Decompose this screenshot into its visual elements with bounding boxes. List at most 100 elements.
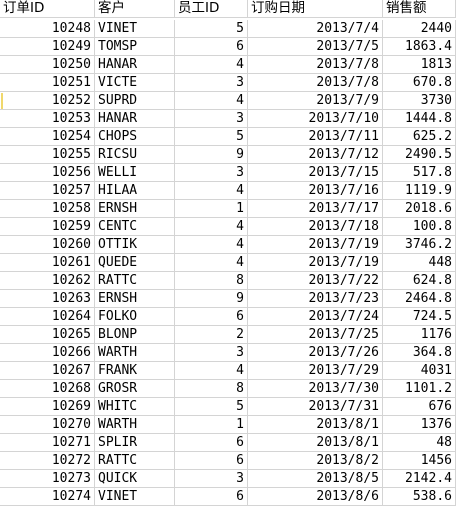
- cell-customer[interactable]: SPLIR: [95, 434, 175, 451]
- cell-order-id[interactable]: 10250: [0, 56, 95, 73]
- cell-customer[interactable]: BLONP: [95, 326, 175, 343]
- cell-order-id[interactable]: 10252: [0, 92, 95, 109]
- cell-employee-id[interactable]: 4: [175, 92, 248, 109]
- cell-order-id[interactable]: 10271: [0, 434, 95, 451]
- cell-order-id[interactable]: 10262: [0, 272, 95, 289]
- cell-sales[interactable]: 2142.4: [383, 470, 456, 487]
- cell-employee-id[interactable]: 3: [175, 74, 248, 91]
- cell-order-id[interactable]: 10248: [0, 20, 95, 37]
- cell-order-date[interactable]: 2013/7/17: [248, 200, 383, 217]
- cell-order-date[interactable]: 2013/7/18: [248, 218, 383, 235]
- cell-employee-id[interactable]: 8: [175, 380, 248, 397]
- cell-customer[interactable]: ERNSH: [95, 290, 175, 307]
- cell-sales[interactable]: 4031: [383, 362, 456, 379]
- cell-order-id[interactable]: 10251: [0, 74, 95, 91]
- cell-order-date[interactable]: 2013/7/8: [248, 74, 383, 91]
- cell-order-date[interactable]: 2013/7/31: [248, 398, 383, 415]
- cell-customer[interactable]: WARTH: [95, 344, 175, 361]
- cell-employee-id[interactable]: 3: [175, 470, 248, 487]
- cell-order-id[interactable]: 10268: [0, 380, 95, 397]
- cell-employee-id[interactable]: 6: [175, 434, 248, 451]
- cell-order-id[interactable]: 10249: [0, 38, 95, 55]
- cell-sales[interactable]: 517.8: [383, 164, 456, 181]
- cell-sales[interactable]: 100.8: [383, 218, 456, 235]
- cell-order-id[interactable]: 10270: [0, 416, 95, 433]
- cell-sales[interactable]: 670.8: [383, 74, 456, 91]
- header-customer[interactable]: 客户: [95, 0, 175, 17]
- cell-employee-id[interactable]: 6: [175, 308, 248, 325]
- cell-order-id[interactable]: 10261: [0, 254, 95, 271]
- cell-sales[interactable]: 624.8: [383, 272, 456, 289]
- cell-employee-id[interactable]: 6: [175, 38, 248, 55]
- cell-employee-id[interactable]: 4: [175, 254, 248, 271]
- cell-customer[interactable]: CHOPS: [95, 128, 175, 145]
- cell-order-id[interactable]: 10256: [0, 164, 95, 181]
- cell-order-date[interactable]: 2013/7/10: [248, 110, 383, 127]
- cell-customer[interactable]: QUEDE: [95, 254, 175, 271]
- cell-customer[interactable]: SUPRD: [95, 92, 175, 109]
- cell-employee-id[interactable]: 3: [175, 164, 248, 181]
- cell-order-date[interactable]: 2013/7/25: [248, 326, 383, 343]
- cell-order-date[interactable]: 2013/7/15: [248, 164, 383, 181]
- cell-sales[interactable]: 2464.8: [383, 290, 456, 307]
- cell-order-date[interactable]: 2013/7/16: [248, 182, 383, 199]
- cell-order-date[interactable]: 2013/8/1: [248, 416, 383, 433]
- cell-sales[interactable]: 676: [383, 398, 456, 415]
- cell-employee-id[interactable]: 5: [175, 128, 248, 145]
- cell-employee-id[interactable]: 5: [175, 398, 248, 415]
- cell-sales[interactable]: 538.6: [383, 488, 456, 505]
- cell-order-id[interactable]: 10265: [0, 326, 95, 343]
- cell-employee-id[interactable]: 1: [175, 200, 248, 217]
- cell-employee-id[interactable]: 5: [175, 20, 248, 37]
- cell-employee-id[interactable]: 9: [175, 290, 248, 307]
- header-employee-id[interactable]: 员工ID: [175, 0, 248, 17]
- cell-order-date[interactable]: 2013/7/30: [248, 380, 383, 397]
- cell-order-id[interactable]: 10264: [0, 308, 95, 325]
- cell-sales[interactable]: 1119.9: [383, 182, 456, 199]
- cell-customer[interactable]: VINET: [95, 488, 175, 505]
- cell-order-date[interactable]: 2013/7/26: [248, 344, 383, 361]
- cell-order-id[interactable]: 10269: [0, 398, 95, 415]
- cell-sales[interactable]: 364.8: [383, 344, 456, 361]
- cell-order-id[interactable]: 10266: [0, 344, 95, 361]
- cell-order-id[interactable]: 10254: [0, 128, 95, 145]
- cell-customer[interactable]: VICTE: [95, 74, 175, 91]
- cell-order-date[interactable]: 2013/7/22: [248, 272, 383, 289]
- cell-order-id[interactable]: 10253: [0, 110, 95, 127]
- cell-employee-id[interactable]: 9: [175, 146, 248, 163]
- header-order-id[interactable]: 订单ID: [0, 0, 95, 17]
- cell-customer[interactable]: HANAR: [95, 56, 175, 73]
- cell-employee-id[interactable]: 4: [175, 182, 248, 199]
- cell-employee-id[interactable]: 4: [175, 218, 248, 235]
- cell-customer[interactable]: GROSR: [95, 380, 175, 397]
- cell-sales[interactable]: 3730: [383, 92, 456, 109]
- cell-order-date[interactable]: 2013/7/19: [248, 254, 383, 271]
- cell-order-date[interactable]: 2013/8/1: [248, 434, 383, 451]
- cell-employee-id[interactable]: 2: [175, 326, 248, 343]
- cell-order-id[interactable]: 10272: [0, 452, 95, 469]
- cell-order-date[interactable]: 2013/7/24: [248, 308, 383, 325]
- cell-order-id[interactable]: 10274: [0, 488, 95, 505]
- cell-order-date[interactable]: 2013/7/23: [248, 290, 383, 307]
- cell-sales[interactable]: 1101.2: [383, 380, 456, 397]
- cell-sales[interactable]: 448: [383, 254, 456, 271]
- cell-sales[interactable]: 1176: [383, 326, 456, 343]
- cell-order-id[interactable]: 10267: [0, 362, 95, 379]
- cell-sales[interactable]: 1456: [383, 452, 456, 469]
- cell-employee-id[interactable]: 3: [175, 344, 248, 361]
- cell-sales[interactable]: 1444.8: [383, 110, 456, 127]
- cell-order-date[interactable]: 2013/7/8: [248, 56, 383, 73]
- cell-order-id[interactable]: 10260: [0, 236, 95, 253]
- cell-customer[interactable]: FRANK: [95, 362, 175, 379]
- cell-customer[interactable]: FOLKO: [95, 308, 175, 325]
- cell-order-id[interactable]: 10257: [0, 182, 95, 199]
- cell-sales[interactable]: 625.2: [383, 128, 456, 145]
- cell-employee-id[interactable]: 6: [175, 488, 248, 505]
- cell-customer[interactable]: CENTC: [95, 218, 175, 235]
- cell-order-date[interactable]: 2013/8/5: [248, 470, 383, 487]
- cell-order-date[interactable]: 2013/7/12: [248, 146, 383, 163]
- cell-employee-id[interactable]: 1: [175, 416, 248, 433]
- cell-customer[interactable]: QUICK: [95, 470, 175, 487]
- cell-order-id[interactable]: 10273: [0, 470, 95, 487]
- cell-customer[interactable]: RATTC: [95, 452, 175, 469]
